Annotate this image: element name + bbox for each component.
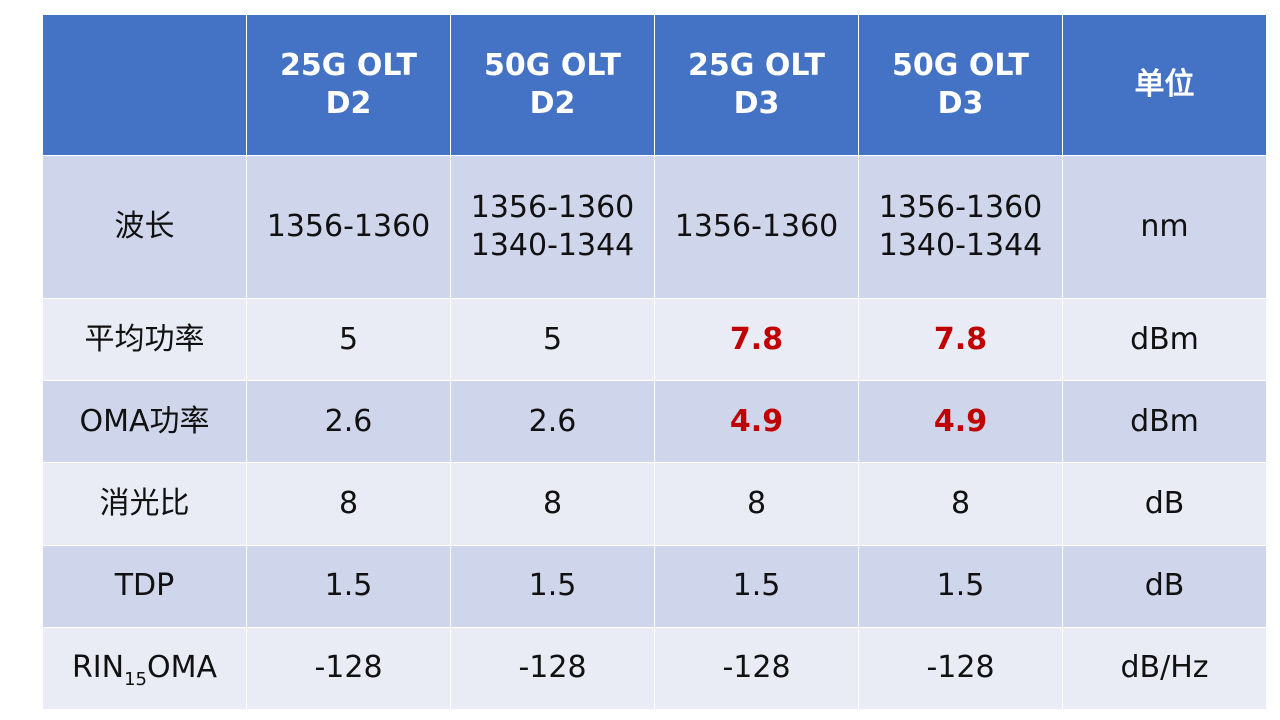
- table-cell: 1.5: [246, 544, 451, 628]
- table-cell: 1356-1360: [246, 154, 451, 300]
- table-cell: -128: [858, 626, 1063, 711]
- table-row-tdp: TDP 1.5 1.5 1.5 1.5 dB: [42, 544, 1267, 628]
- table-cell-highlighted: 7.8: [858, 298, 1063, 382]
- unit-cell: dBm: [1062, 380, 1267, 464]
- table-cell-highlighted: 7.8: [654, 298, 859, 382]
- table-cell-highlighted: 4.9: [858, 380, 1063, 464]
- row-label: TDP: [42, 544, 247, 628]
- table-cell: -128: [654, 626, 859, 711]
- table-row-wavelength: 波长 1356-1360 1356-1360 1340-1344 1356-13…: [42, 154, 1267, 300]
- table-row-extinction-ratio: 消光比 8 8 8 8 dB: [42, 462, 1267, 546]
- table-cell: 8: [246, 462, 451, 546]
- table-cell: 5: [246, 298, 451, 382]
- table-cell: 1.5: [654, 544, 859, 628]
- header-50g-olt-d2: 50G OLT D2: [450, 14, 655, 156]
- row-label: OMA功率: [42, 380, 247, 464]
- table-cell: 1.5: [858, 544, 1063, 628]
- unit-cell: dB: [1062, 462, 1267, 546]
- header-corner-cell: [42, 14, 247, 156]
- table-cell: 5: [450, 298, 655, 382]
- header-row: 25G OLT D2 50G OLT D2 25G OLT D3 50G OLT…: [42, 14, 1267, 156]
- table-cell: -128: [450, 626, 655, 711]
- table-cell: 2.6: [450, 380, 655, 464]
- table-cell: -128: [246, 626, 451, 711]
- unit-cell: dB: [1062, 544, 1267, 628]
- header-unit: 单位: [1062, 14, 1267, 156]
- table-cell: 2.6: [246, 380, 451, 464]
- row-label: 消光比: [42, 462, 247, 546]
- row-label: 平均功率: [42, 298, 247, 382]
- unit-cell: nm: [1062, 154, 1267, 300]
- row-label: RIN15OMA: [42, 626, 247, 711]
- label-subscript: 15: [124, 669, 147, 691]
- table-cell: 8: [654, 462, 859, 546]
- row-label: 波长: [42, 154, 247, 300]
- unit-cell: dB/Hz: [1062, 626, 1267, 711]
- table-cell: 1356-1360 1340-1344: [450, 154, 655, 300]
- table-cell: 8: [858, 462, 1063, 546]
- table-row-average-power: 平均功率 5 5 7.8 7.8 dBm: [42, 298, 1267, 382]
- table-cell: 1356-1360 1340-1344: [858, 154, 1063, 300]
- table-cell: 1356-1360: [654, 154, 859, 300]
- table-row-oma-power: OMA功率 2.6 2.6 4.9 4.9 dBm: [42, 380, 1267, 464]
- unit-cell: dBm: [1062, 298, 1267, 382]
- table-cell: 8: [450, 462, 655, 546]
- header-25g-olt-d2: 25G OLT D2: [246, 14, 451, 156]
- spec-table: 25G OLT D2 50G OLT D2 25G OLT D3 50G OLT…: [42, 14, 1267, 711]
- header-50g-olt-d3: 50G OLT D3: [858, 14, 1063, 156]
- table-cell: 1.5: [450, 544, 655, 628]
- header-25g-olt-d3: 25G OLT D3: [654, 14, 859, 156]
- table-cell-highlighted: 4.9: [654, 380, 859, 464]
- table-row-rin-oma: RIN15OMA -128 -128 -128 -128 dB/Hz: [42, 626, 1267, 711]
